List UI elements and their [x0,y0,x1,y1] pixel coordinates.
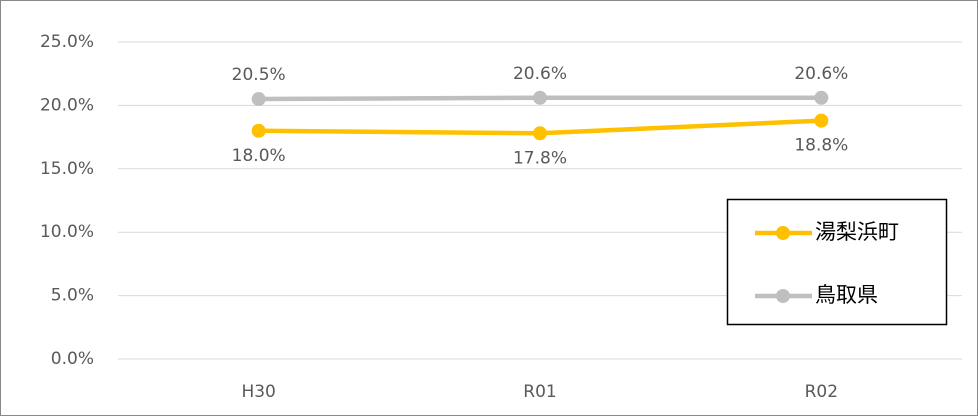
data-point [814,113,829,128]
y-tick-label: 5.0% [51,286,94,306]
data-label: 20.5% [232,65,286,85]
y-tick-label: 20.0% [40,95,94,115]
legend-marker [776,289,790,303]
data-point [533,126,547,141]
y-tick-label: 25.0% [40,32,94,52]
data-point [814,90,829,105]
x-tick-label: R01 [523,382,556,402]
y-tick-label: 10.0% [40,222,94,242]
data-label: 17.8% [513,148,567,168]
data-point [251,123,266,138]
y-tick-label: 0.0% [51,349,94,369]
data-label: 18.0% [232,146,286,166]
data-label: 20.6% [794,64,848,84]
x-tick-label: H30 [241,382,275,402]
legend-marker [776,226,790,240]
data-label: 18.8% [794,136,848,156]
legend-label: 湯梨浜町 [815,220,899,244]
data-point [533,90,547,105]
y-tick-label: 15.0% [40,159,94,179]
x-tick-label: R02 [805,382,838,402]
data-point [251,92,266,107]
legend-box [726,198,948,326]
legend-label: 鳥取県 [815,283,878,307]
data-label: 20.6% [513,64,567,84]
